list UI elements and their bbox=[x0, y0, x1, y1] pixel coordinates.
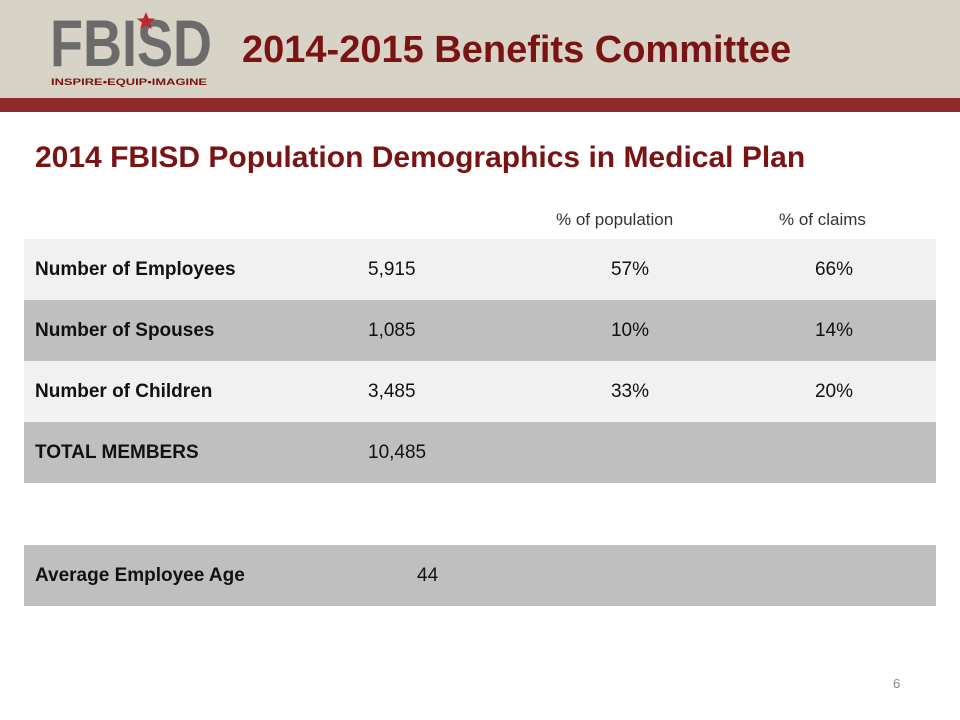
row-label: Average Employee Age bbox=[35, 565, 245, 586]
row-age-value: 44 bbox=[417, 565, 439, 586]
row-label: Number of Employees bbox=[35, 259, 236, 280]
row-label: Number of Children bbox=[35, 381, 213, 402]
logo-star-icon bbox=[136, 12, 156, 29]
logo-tagline: INSPIRE•EQUIP•IMAGINE bbox=[51, 77, 207, 87]
row-count: 5,915 bbox=[368, 259, 416, 280]
fbisd-logo: FBISD INSPIRE•EQUIP•IMAGINE bbox=[50, 10, 215, 88]
table-row-employees: Number of Employees 5,915 57% 66% bbox=[24, 239, 936, 300]
column-header-pct-claims: % of claims bbox=[779, 210, 866, 229]
page-title: 2014-2015 Benefits Committee bbox=[242, 29, 792, 71]
logo-text: FBISD bbox=[50, 10, 212, 80]
table-row-average-age: Average Employee Age 44 bbox=[24, 545, 936, 606]
row-label: Number of Spouses bbox=[35, 320, 215, 341]
row-count: 10,485 bbox=[368, 442, 427, 463]
column-header-pct-population: % of population bbox=[556, 210, 674, 229]
table-row-total-members: TOTAL MEMBERS 10,485 bbox=[24, 422, 936, 483]
row-label: TOTAL MEMBERS bbox=[35, 442, 199, 463]
table-row-spouses: Number of Spouses 1,085 10% 14% bbox=[24, 300, 936, 361]
row-count: 1,085 bbox=[368, 320, 416, 341]
header-band bbox=[0, 0, 960, 100]
row-count: 3,485 bbox=[368, 381, 416, 402]
slide-subtitle: 2014 FBISD Population Demographics in Me… bbox=[35, 141, 806, 174]
table-row-children: Number of Children 3,485 33% 20% bbox=[24, 361, 936, 422]
page-number: 6 bbox=[893, 676, 901, 691]
header-rule bbox=[0, 98, 960, 112]
